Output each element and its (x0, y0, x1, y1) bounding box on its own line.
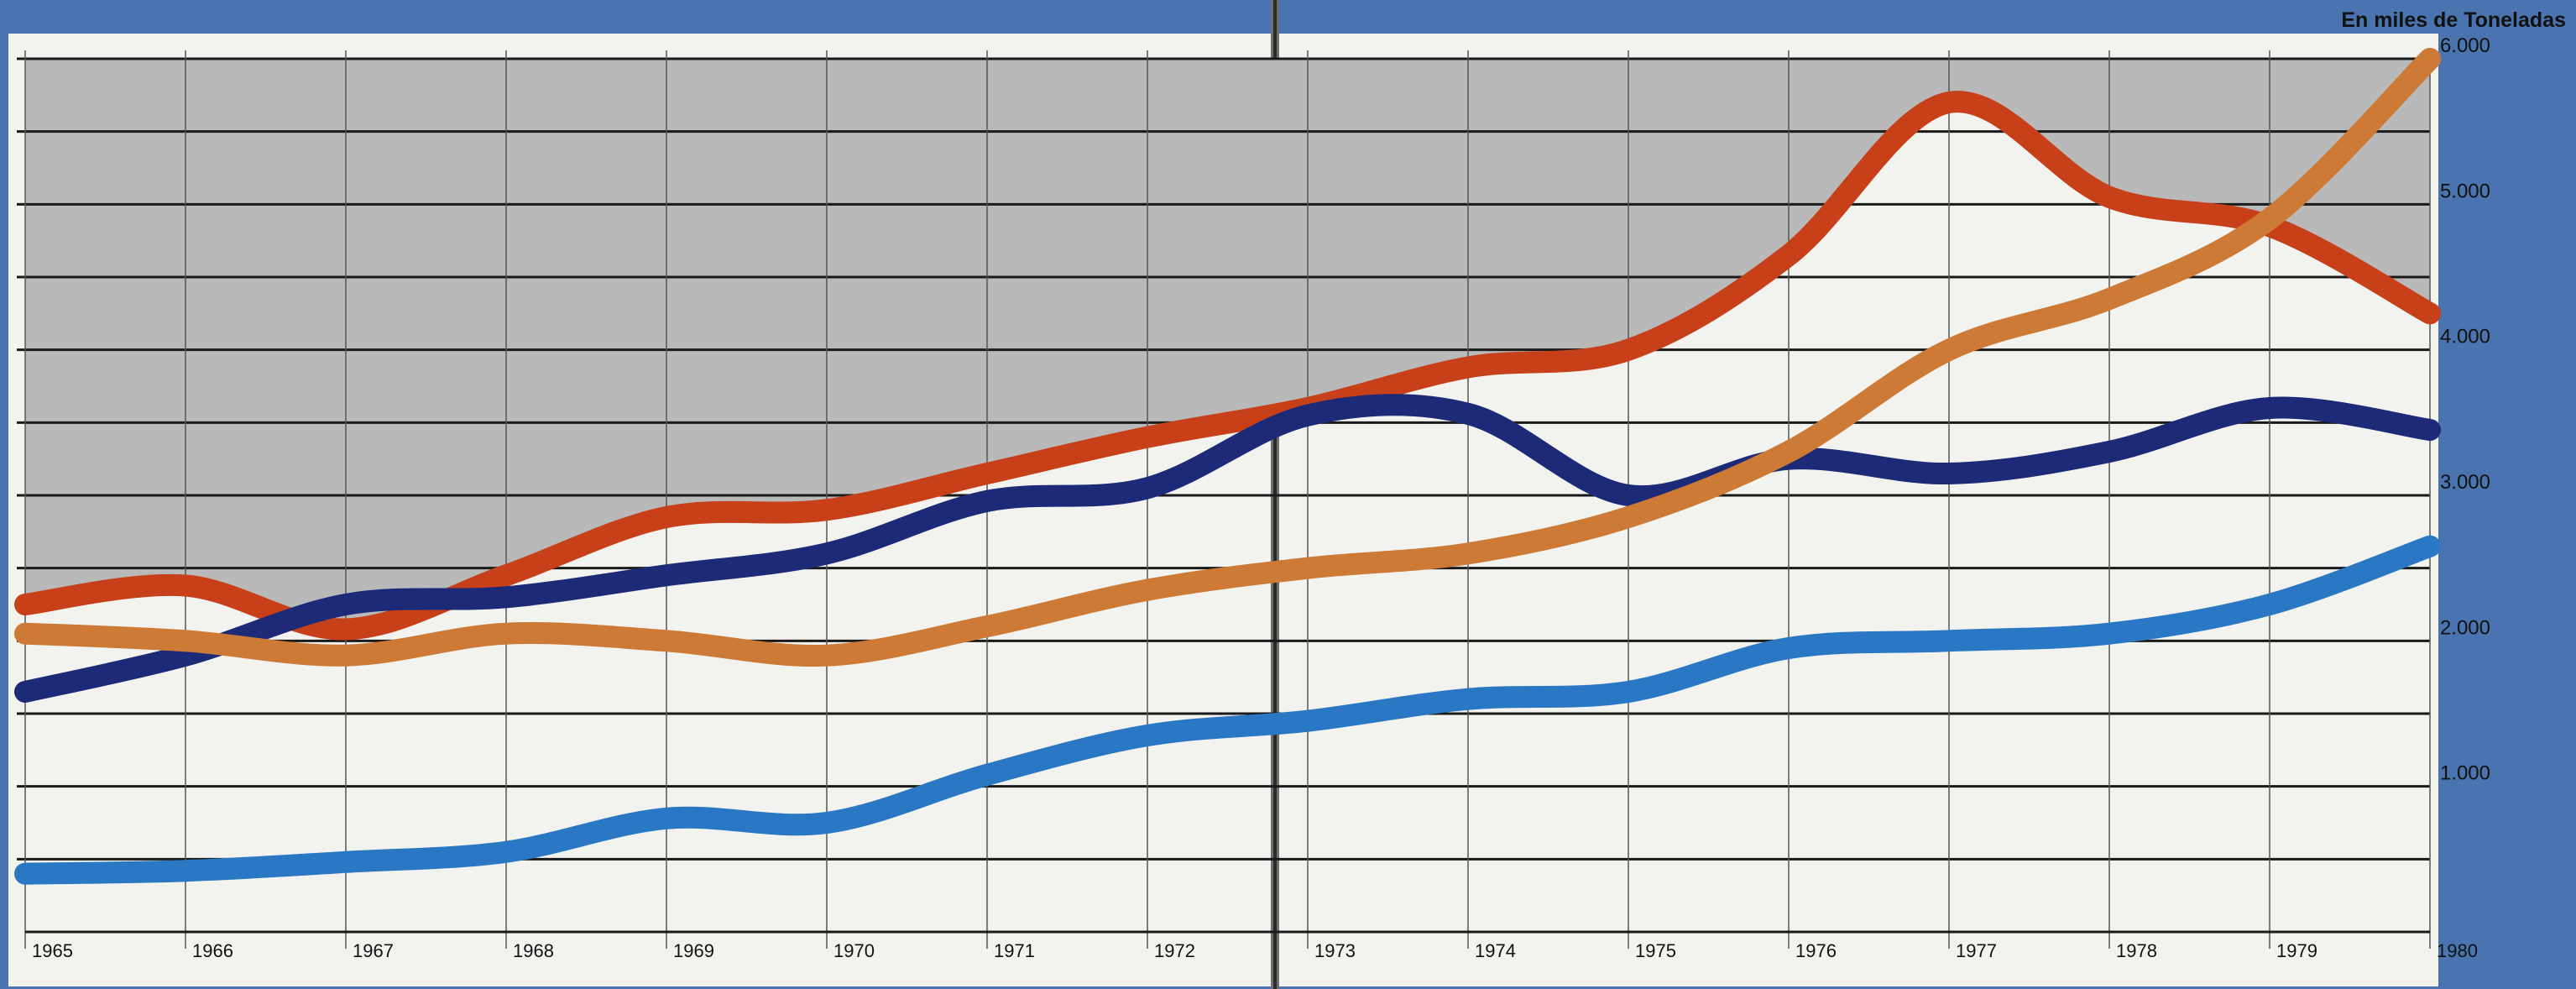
x-tick-label: 1973 (1314, 940, 1356, 961)
y-tick-label: 5.000 (2440, 180, 2490, 202)
y-tick-labels: 1.000 2.000 3.000 4.000 5.000 6.000 (2440, 34, 2490, 785)
x-tick-label: 1967 (353, 940, 394, 961)
x-tick-label: 1979 (2276, 940, 2317, 961)
y-tick-label: 3.000 (2440, 471, 2490, 494)
x-tick-label: 1969 (673, 940, 714, 961)
x-tick-label: 1980 (2437, 940, 2478, 961)
y-tick-label: 6.000 (2440, 34, 2490, 57)
y-tick-label: 4.000 (2440, 326, 2490, 348)
x-tick-labels: 1965 1966 1967 1968 1969 1970 1971 1972 1973 1974… (32, 940, 2478, 961)
x-tick-label: 1966 (192, 940, 233, 961)
y-tick-label: 2.000 (2440, 616, 2490, 639)
x-tick-label: 1970 (833, 940, 875, 961)
x-tick-label: 1965 (32, 940, 73, 961)
series-line (14, 394, 2441, 703)
x-tick-label: 1978 (2116, 940, 2157, 961)
y-tick-label: 1.000 (2440, 762, 2490, 785)
x-tick-label: 1974 (1475, 940, 1516, 961)
x-tick-label: 1968 (513, 940, 554, 961)
series-line (14, 48, 2441, 667)
unit-label: En miles de Toneladas (2341, 8, 2566, 32)
x-tick-label: 1972 (1154, 940, 1195, 961)
x-tick-label: 1977 (1956, 940, 1997, 961)
x-tick-label: 1971 (994, 940, 1035, 961)
series-line (14, 535, 2441, 885)
x-tick-label: 1975 (1635, 940, 1676, 961)
series-group (14, 48, 2441, 885)
x-tick-label: 1976 (1795, 940, 1837, 961)
